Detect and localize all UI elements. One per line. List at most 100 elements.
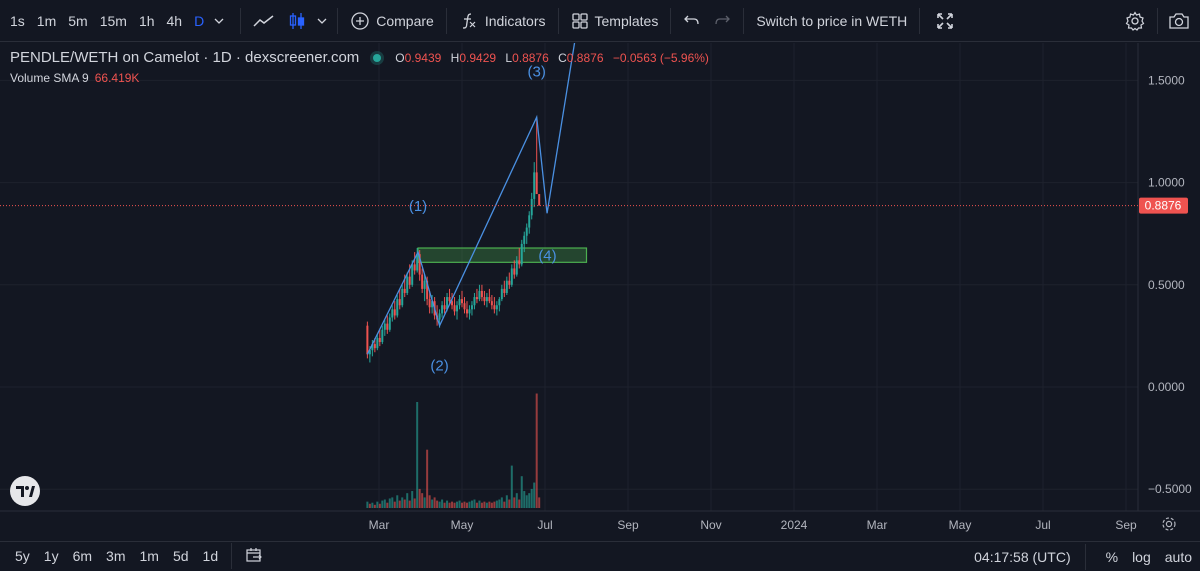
candle-body [378,337,381,343]
timeframe-5m[interactable]: 5m [68,12,88,29]
candle [388,313,391,332]
date-range-calendar-icon[interactable] [238,547,270,566]
candle [505,276,508,296]
candle [448,288,451,306]
candle [381,325,384,345]
indicators-label: Indicators [484,12,546,29]
percent-scale-toggle[interactable]: % [1105,548,1119,565]
candle [475,288,478,304]
chart-type-chevron-icon[interactable] [313,0,331,42]
price-chart[interactable]: (1)(2)(3)(4)(5) 3.00002.50002.00001.5000… [0,43,1200,541]
templates-label: Templates [594,12,659,29]
indicators-button[interactable]: Indicators [453,0,552,42]
volume-bar [418,488,421,508]
candle [443,297,446,314]
candle-body [475,297,478,300]
open-key: O [395,51,405,65]
volume-bar [378,503,381,508]
top-toolbar: 1s 1m 5m 15m 1h 4h D Compare [0,0,1200,42]
volume-bar [533,482,536,508]
candles [366,117,541,363]
candle-body [441,305,444,314]
candle-body [418,254,421,275]
volume-bar [446,500,449,508]
range-1m[interactable]: 1m [139,548,159,564]
range-6m[interactable]: 6m [72,548,93,564]
timeframe-1m[interactable]: 1m [36,12,57,29]
symbol-title[interactable]: PENDLE/WETH on Camelot · 1D · dexscreene… [10,49,360,66]
time-tick-label: May [451,518,474,532]
range-1y[interactable]: 1y [43,548,59,564]
candle-body [505,280,508,293]
time-tick-label: Jul [537,518,552,532]
settings-gear-icon[interactable] [1119,0,1151,42]
redo-icon[interactable] [707,0,737,42]
compare-label: Compare [376,12,434,29]
candle [518,248,521,269]
candle-body [470,305,473,310]
candle [483,290,486,306]
timeframe-d[interactable]: D [194,12,205,29]
volume-bar [386,502,389,508]
candle [530,192,533,220]
toolbar-divider [1084,543,1086,570]
volume-bar [453,502,456,508]
candle-body [480,290,483,298]
range-3m[interactable]: 3m [106,548,126,564]
candle [465,301,468,318]
chart-legend: PENDLE/WETH on Camelot · 1D · dexscreene… [10,48,709,88]
timeframe-1s[interactable]: 1s [10,12,25,29]
volume-bar [376,501,379,508]
candle [366,321,369,359]
templates-button[interactable]: Templates [565,0,665,42]
volume-bar [523,491,526,508]
volume-bar [426,449,429,508]
timeframe-1h[interactable]: 1h [138,12,155,29]
range-5d[interactable]: 5d [172,548,189,564]
price-tick-label: −0.5000 [1148,482,1192,496]
candlestick-icon[interactable] [281,0,313,42]
camera-icon[interactable] [1164,0,1200,42]
candle [421,268,424,293]
range-1d[interactable]: 1d [202,548,219,564]
volume-bar [498,499,501,508]
volume-bar [391,497,394,508]
volume-bar [393,501,396,508]
compare-button[interactable]: Compare [344,0,440,42]
auto-scale-toggle[interactable]: auto [1164,548,1192,565]
fullscreen-icon[interactable] [926,0,964,42]
candle-body [535,172,538,195]
candle-body [406,276,409,293]
candle-body [515,260,518,275]
volume-bar [396,495,399,508]
candle [480,284,483,302]
volume-bar [470,500,473,508]
volume-bar [381,500,384,508]
volume-bar [421,493,424,508]
timeframe-4h[interactable]: 4h [166,12,183,29]
timeframe-dropdown-chevron-icon[interactable] [210,0,228,42]
axis-settings-gear-icon[interactable] [1162,517,1176,531]
timeframe-15m[interactable]: 15m [99,12,127,29]
volume-bar [443,502,446,508]
utc-clock[interactable]: 04:17:58 (UTC) [974,548,1071,565]
log-scale-toggle[interactable]: log [1132,548,1151,565]
undo-icon[interactable] [677,0,707,42]
range-5y[interactable]: 5y [15,548,30,564]
candle-body [426,280,429,300]
candle-body [401,288,404,306]
wave-label: (4) [538,247,556,264]
switch-price-button[interactable]: Switch to price in WETH [756,12,908,29]
candle-body [500,288,503,300]
close-key: C [558,51,567,65]
candle-body [416,254,419,271]
candle-body [533,172,536,199]
low-value: 0.8876 [512,51,549,65]
volume-indicator-value: 66.419K [94,71,140,85]
last-price-badge [1139,197,1188,214]
volume-indicator-label[interactable]: Volume SMA 9 [10,71,89,85]
candle [386,315,389,334]
candle-body [431,301,434,308]
line-chart-icon[interactable] [247,0,281,42]
candle-body [411,264,414,285]
